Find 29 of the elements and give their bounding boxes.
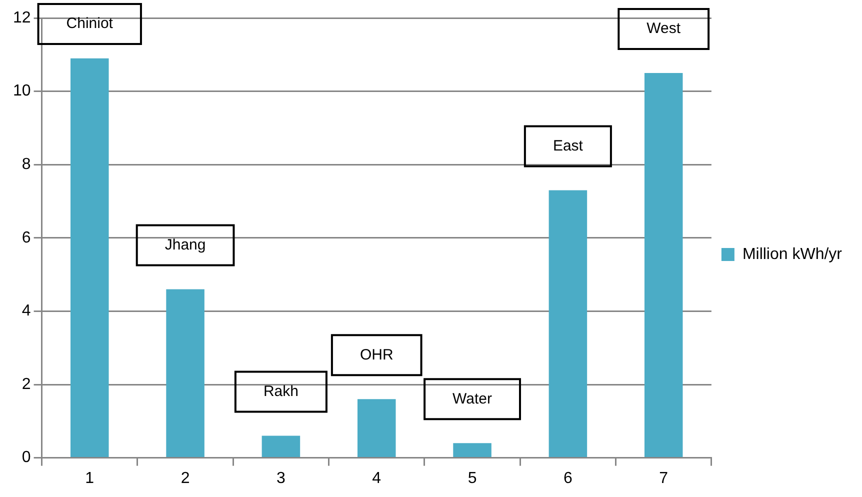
bar <box>166 289 204 458</box>
legend-label: Million kWh/yr <box>742 246 843 263</box>
annotation: Jhang <box>164 236 206 254</box>
y-tick-label: 12 <box>13 9 31 26</box>
x-tick-label: 2 <box>180 470 190 487</box>
bar <box>453 443 492 458</box>
bar <box>357 399 396 458</box>
x-tick-label: 7 <box>659 470 668 487</box>
y-tick-label: 10 <box>13 82 31 100</box>
x-tick-label: 5 <box>468 470 477 487</box>
bar <box>70 58 109 458</box>
y-tick-label: 8 <box>22 156 31 174</box>
y-tick-label: 6 <box>22 229 31 246</box>
y-tick-label: 2 <box>22 376 31 393</box>
bar <box>548 190 588 458</box>
x-tick-label: 1 <box>85 470 94 487</box>
x-tick-label: 4 <box>372 470 382 487</box>
annotation: Water <box>452 390 492 408</box>
x-tick-label: 6 <box>563 470 572 487</box>
annotation: Chiniot <box>66 15 114 32</box>
bar <box>262 436 300 458</box>
annotation: East <box>552 137 584 154</box>
annotation: West <box>646 20 682 38</box>
annotation: Rakh <box>263 382 298 400</box>
y-tick-label: 4 <box>22 302 31 320</box>
y-tick-label: 0 <box>22 449 31 466</box>
annotation: OHR <box>360 346 394 364</box>
bar <box>644 72 683 458</box>
x-tick-label: 3 <box>276 470 286 487</box>
